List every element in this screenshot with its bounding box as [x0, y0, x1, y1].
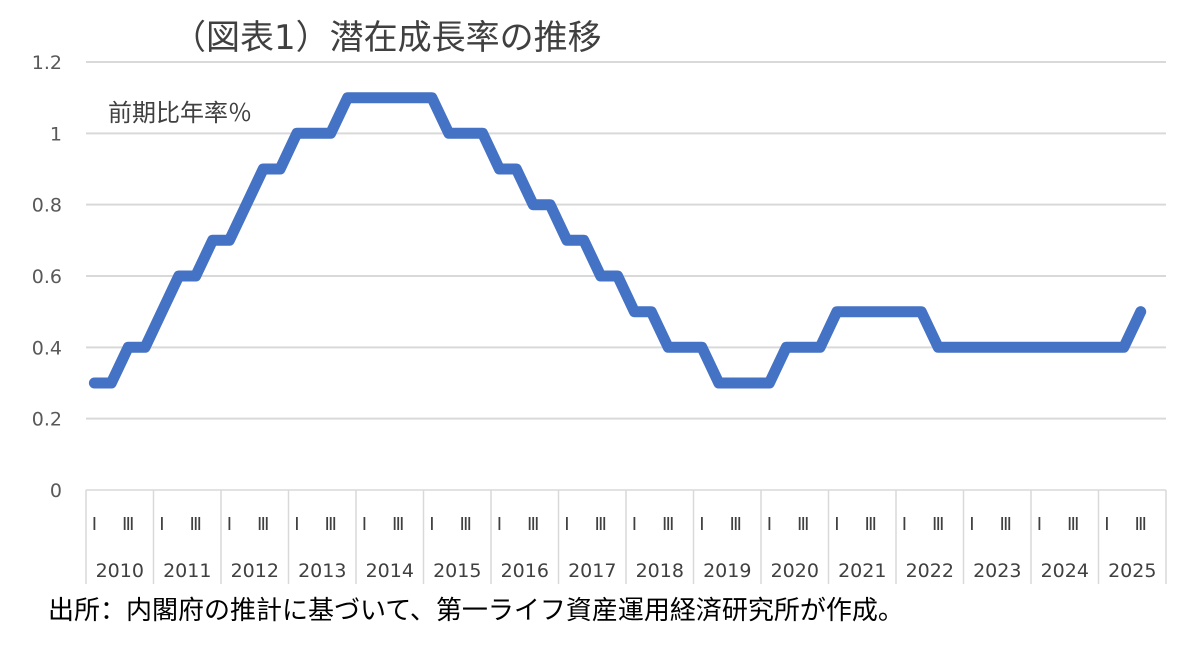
year-tick-label: 2013: [298, 560, 346, 582]
year-tick-label: 2012: [231, 560, 279, 582]
source-note: 出所：内閣府の推計に基づいて、第一ライフ資産運用経済研究所が作成。: [48, 596, 904, 626]
quarter-tick-label: Ⅲ: [797, 514, 809, 535]
quarter-tick-label: Ⅲ: [1067, 514, 1079, 535]
year-tick-label: 2010: [96, 560, 144, 582]
gridlines: [86, 61, 1166, 420]
quarter-tick-label: Ⅰ: [497, 514, 502, 535]
quarter-tick-label: Ⅲ: [932, 514, 944, 535]
year-tick-label: 2022: [906, 560, 954, 582]
quarter-tick-label: Ⅲ: [122, 514, 134, 535]
quarter-tick-label: Ⅲ: [459, 514, 471, 535]
quarter-tick-label: Ⅲ: [189, 514, 201, 535]
series-points: [94, 97, 1141, 384]
x-axis: Ⅰ Ⅲ 2010 Ⅰ Ⅲ 2011 Ⅰ Ⅲ 2012 Ⅰ Ⅲ 2013 Ⅰ Ⅲ 2014 Ⅰ Ⅲ 2015 Ⅰ Ⅲ 20…: [85, 489, 1167, 584]
quarter-tick-label: Ⅰ: [1037, 514, 1042, 535]
quarter-tick-label: Ⅰ: [902, 514, 907, 535]
quarter-tick-label: Ⅲ: [392, 514, 404, 535]
y-tick-label: 1: [50, 123, 62, 145]
year-tick-label: 2011: [163, 560, 211, 582]
quarter-tick-label: Ⅰ: [294, 514, 299, 535]
year-tick-label: 2014: [366, 560, 414, 582]
year-tick-label: 2016: [501, 560, 549, 582]
y-axis-unit-label: 前期比年率％: [108, 99, 252, 127]
quarter-tick-label: Ⅰ: [767, 514, 772, 535]
quarter-tick-label: Ⅲ: [729, 514, 741, 535]
quarter-tick-label: Ⅲ: [662, 514, 674, 535]
year-tick-label: 2019: [703, 560, 751, 582]
year-tick-label: 2015: [433, 560, 481, 582]
year-tick-label: 2018: [636, 560, 684, 582]
year-tick-label: 2021: [838, 560, 886, 582]
quarter-tick-label: Ⅰ: [429, 514, 434, 535]
y-tick-label: 0.4: [32, 337, 62, 359]
y-tick-label: 0.2: [32, 409, 62, 431]
quarter-tick-label: Ⅲ: [594, 514, 606, 535]
year-tick-label: 2024: [1041, 560, 1089, 582]
quarter-tick-label: Ⅲ: [1134, 514, 1146, 535]
year-tick-label: 2017: [568, 560, 616, 582]
quarter-tick-label: Ⅲ: [257, 514, 269, 535]
y-tick-label: 0.6: [32, 266, 62, 288]
quarter-tick-label: Ⅲ: [999, 514, 1011, 535]
quarter-tick-label: Ⅰ: [159, 514, 164, 535]
year-tick-label: 2023: [973, 560, 1021, 582]
quarter-tick-label: Ⅰ: [1104, 514, 1109, 535]
quarter-tick-label: Ⅰ: [92, 514, 97, 535]
quarter-tick-label: Ⅰ: [834, 514, 839, 535]
y-tick-label: 1.2: [32, 52, 62, 74]
quarter-tick-label: Ⅰ: [632, 514, 637, 535]
year-tick-label: 2025: [1108, 560, 1156, 582]
quarter-tick-label: Ⅰ: [362, 514, 367, 535]
quarter-tick-label: Ⅲ: [527, 514, 539, 535]
y-tick-label: 0.8: [32, 195, 62, 217]
quarter-tick-label: Ⅲ: [864, 514, 876, 535]
year-tick-label: 2020: [771, 560, 819, 582]
y-tick-label: 0: [50, 480, 62, 502]
quarter-tick-label: Ⅰ: [227, 514, 232, 535]
chart-title: （図表1）潜在成長率の推移: [172, 18, 602, 58]
quarter-tick-label: Ⅲ: [324, 514, 336, 535]
quarter-tick-label: Ⅰ: [699, 514, 704, 535]
y-axis-tick-labels: 0 0.2 0.4 0.6 0.8 1 1.2: [32, 52, 62, 502]
series-line-potential-growth: [88, 92, 1147, 389]
quarter-tick-label: Ⅰ: [969, 514, 974, 535]
quarter-tick-label: Ⅰ: [564, 514, 569, 535]
